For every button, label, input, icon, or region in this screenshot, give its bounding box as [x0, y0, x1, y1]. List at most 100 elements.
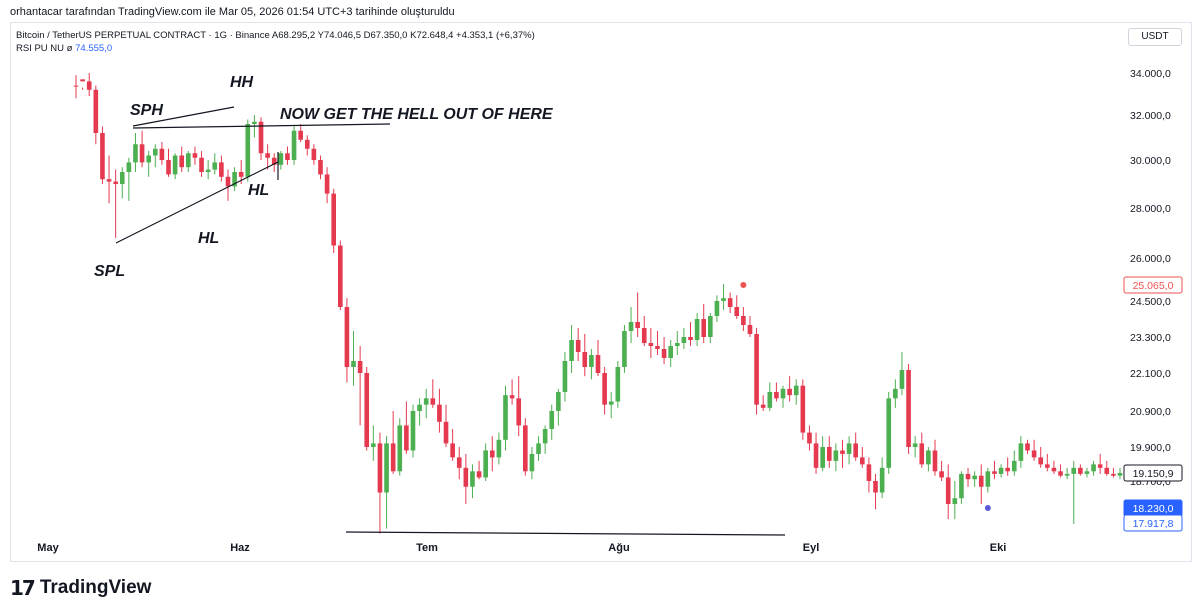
candle: [1104, 460, 1110, 476]
candle: [351, 331, 356, 386]
candle-body: [73, 85, 79, 87]
candle-body: [146, 155, 151, 163]
candle-body: [443, 421, 449, 444]
candle: [159, 142, 165, 165]
candle-body: [846, 443, 852, 454]
candle-body: [774, 392, 779, 399]
candle-body: [337, 245, 343, 307]
candle-body: [714, 301, 720, 316]
candle-body: [390, 443, 396, 472]
candle: [754, 328, 759, 415]
x-tick-label: Eki: [990, 542, 1007, 554]
candle: [978, 464, 984, 504]
price-tag-box: [1123, 464, 1183, 482]
candle-body: [1071, 467, 1077, 474]
candle: [582, 334, 588, 377]
candle-body: [648, 343, 654, 346]
candle: [846, 436, 852, 465]
time-axis: May Haz Tem Ağu Eyl Eki: [37, 542, 1006, 554]
candle-body: [106, 179, 112, 182]
candle-body: [516, 398, 522, 426]
chart-frame: [10, 22, 1192, 562]
candle: [873, 473, 878, 510]
candle-body: [186, 153, 191, 168]
candle: [390, 411, 396, 474]
candle: [714, 295, 720, 322]
candle-body: [959, 473, 964, 499]
candle-body: [681, 337, 687, 343]
candle-body: [199, 157, 204, 172]
candle-body: [476, 471, 482, 478]
candle-body: [641, 328, 647, 343]
x-tick-label: May: [37, 542, 59, 554]
y-tick-label: 22.100,0: [1130, 368, 1171, 380]
candle: [595, 340, 601, 377]
candle-body: [212, 162, 218, 170]
candle-body: [813, 443, 819, 468]
price-tag-box: [1123, 276, 1183, 294]
candle: [133, 133, 138, 172]
indicator-value: 74.555,0: [75, 43, 113, 54]
indicator-name: RSI PU NU ø: [16, 43, 73, 54]
candle: [741, 307, 746, 331]
candle: [899, 352, 905, 396]
currency-selector[interactable]: USDT: [1128, 28, 1182, 46]
candle: [674, 331, 680, 355]
candle: [1045, 453, 1050, 472]
candle: [172, 153, 178, 180]
candle: [483, 443, 488, 481]
candle: [701, 304, 707, 343]
candle-body: [853, 443, 859, 458]
candle: [879, 457, 885, 499]
candle: [496, 432, 502, 465]
candle: [450, 429, 455, 461]
price-tag-label: 25.065,0: [1133, 280, 1174, 292]
candle-body: [523, 425, 528, 472]
candle-body: [807, 432, 812, 444]
candle-body: [397, 425, 403, 472]
candle-body: [126, 162, 132, 172]
candle-body: [760, 404, 766, 408]
candle: [972, 471, 977, 487]
candle: [1091, 460, 1096, 476]
wedge-upper-line: [132, 106, 235, 127]
candle-body: [113, 181, 118, 184]
candle-body: [384, 443, 389, 493]
candle-body: [787, 388, 792, 396]
candle-body: [1018, 443, 1024, 461]
candle: [959, 471, 964, 504]
candle-body: [1051, 467, 1057, 472]
price-tags: 25.065,0 19.150,9 18.230,0 17.917,8: [1123, 276, 1183, 532]
candle: [397, 418, 403, 476]
candle-body: [767, 392, 773, 408]
y-tick-label: 23.300,0: [1130, 332, 1171, 344]
candle: [965, 467, 971, 487]
candle: [708, 313, 713, 343]
candle-body: [86, 81, 92, 90]
candle: [357, 346, 363, 426]
tradingview-logo-icon: 17: [10, 576, 36, 600]
candle-body: [159, 148, 165, 160]
candle-body: [866, 464, 872, 481]
candle: [734, 295, 740, 319]
candle: [337, 240, 343, 310]
candle-body: [622, 331, 627, 367]
candle-body: [219, 162, 224, 177]
candle-body: [879, 467, 885, 493]
candle-body: [1025, 443, 1030, 451]
candle: [219, 155, 224, 182]
candle: [833, 443, 839, 472]
candle-body: [978, 475, 984, 487]
candle: [793, 379, 799, 405]
candle-body: [826, 447, 832, 461]
candle: [1025, 439, 1030, 454]
candle: [119, 167, 125, 199]
candle: [225, 169, 231, 201]
candle: [503, 385, 508, 451]
candle: [787, 376, 792, 402]
candle: [1117, 467, 1123, 480]
candle: [364, 367, 370, 451]
candle: [919, 432, 925, 468]
candle-body: [371, 443, 376, 447]
